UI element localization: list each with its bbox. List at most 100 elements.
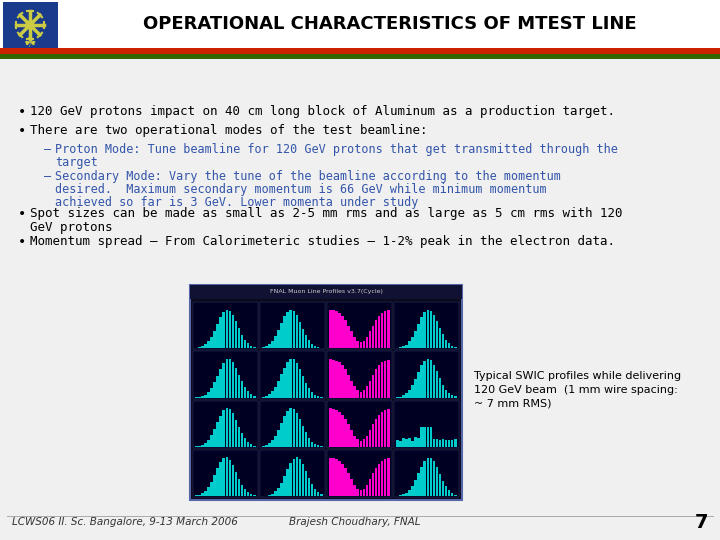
Bar <box>359 441 362 447</box>
Bar <box>225 359 228 397</box>
Text: desired.  Maximum secondary momentum is 66 GeV while minimum momentum: desired. Maximum secondary momentum is 6… <box>55 183 546 196</box>
Text: •: • <box>18 207 27 221</box>
Bar <box>341 316 343 348</box>
Bar <box>302 329 305 348</box>
Bar <box>387 458 390 496</box>
Bar <box>284 476 286 496</box>
Bar <box>253 347 256 348</box>
Bar <box>292 360 295 397</box>
Text: •: • <box>18 235 27 249</box>
Bar <box>341 415 343 447</box>
Bar <box>423 361 426 397</box>
Bar <box>344 418 347 447</box>
Text: achieved so far is 3 GeV. Lower momenta under study: achieved so far is 3 GeV. Lower momenta … <box>55 196 418 209</box>
Bar <box>220 462 222 496</box>
Bar <box>265 396 268 397</box>
Bar <box>284 368 286 397</box>
Text: -----: ----- <box>222 345 229 348</box>
Bar <box>351 332 353 348</box>
Bar <box>260 302 325 349</box>
Bar <box>405 393 408 397</box>
Bar <box>372 473 374 496</box>
Bar <box>244 489 246 496</box>
Bar <box>271 392 274 397</box>
Bar <box>232 362 234 397</box>
Bar <box>271 440 274 447</box>
Bar <box>240 433 243 447</box>
Bar <box>307 340 310 348</box>
Bar <box>363 489 365 496</box>
Bar <box>262 446 264 447</box>
Bar <box>311 392 313 397</box>
Bar <box>213 475 216 496</box>
Bar <box>311 344 313 348</box>
Bar <box>420 467 423 496</box>
Bar <box>414 437 417 447</box>
Bar <box>402 395 405 397</box>
Bar <box>225 309 228 348</box>
Text: There are two operational modes of the test beamline:: There are two operational modes of the t… <box>30 124 428 137</box>
Bar <box>247 343 249 348</box>
Bar <box>394 302 459 349</box>
Bar <box>359 392 362 397</box>
Bar <box>359 490 362 496</box>
Bar <box>363 390 365 397</box>
Bar <box>363 341 365 348</box>
Bar <box>335 312 338 348</box>
Bar <box>366 386 368 397</box>
Bar <box>198 495 201 496</box>
Bar <box>216 468 219 496</box>
Bar <box>381 411 384 447</box>
Bar <box>433 439 435 447</box>
Bar <box>433 315 435 348</box>
Bar <box>289 408 292 447</box>
Bar <box>235 420 238 447</box>
Bar <box>445 340 447 348</box>
Bar <box>320 446 323 447</box>
Bar <box>396 440 399 447</box>
Bar <box>287 411 289 447</box>
Bar <box>411 486 414 496</box>
Bar <box>238 479 240 496</box>
Text: OPERATIONAL CHARACTERISTICS OF MTEST LINE: OPERATIONAL CHARACTERISTICS OF MTEST LIN… <box>143 15 636 33</box>
Text: LCWS06 II. Sc. Bangalore, 9-13 March 2006: LCWS06 II. Sc. Bangalore, 9-13 March 200… <box>12 517 238 527</box>
Bar <box>250 444 253 447</box>
Bar <box>295 315 298 348</box>
Bar <box>238 328 240 348</box>
Bar <box>307 388 310 397</box>
Bar <box>299 460 301 496</box>
Bar <box>448 490 451 496</box>
Bar <box>307 478 310 496</box>
Bar <box>454 347 456 348</box>
Bar <box>244 387 246 397</box>
Bar <box>399 347 402 348</box>
Bar <box>433 461 435 496</box>
Bar <box>448 343 451 348</box>
Bar <box>213 330 216 348</box>
Bar <box>305 382 307 397</box>
Bar <box>289 309 292 348</box>
Bar <box>374 369 377 397</box>
Bar <box>247 492 249 496</box>
Bar <box>384 312 387 348</box>
Bar <box>347 326 350 348</box>
Bar <box>399 441 402 447</box>
Bar <box>344 320 347 348</box>
Bar <box>253 396 256 397</box>
Bar <box>351 381 353 397</box>
Bar <box>265 445 268 447</box>
Bar <box>423 461 426 496</box>
Bar <box>329 408 332 447</box>
Circle shape <box>26 21 34 29</box>
Bar <box>372 424 374 447</box>
Bar <box>216 376 219 397</box>
Bar <box>378 365 380 397</box>
Bar <box>344 468 347 496</box>
Bar <box>338 411 341 447</box>
Bar <box>408 490 411 496</box>
Bar <box>366 337 368 348</box>
Bar <box>201 494 204 496</box>
Bar <box>228 460 231 496</box>
Bar <box>356 440 359 447</box>
Bar <box>260 401 325 448</box>
